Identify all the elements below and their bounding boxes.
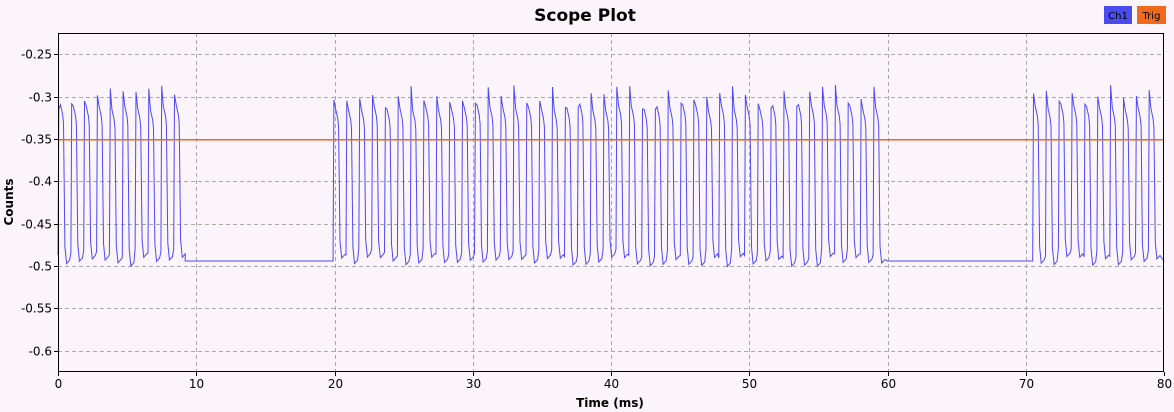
legend-swatch-ch1 [1104,6,1132,24]
y-tick-label: -0.5 [29,260,52,274]
x-axis-label: Time (ms) [576,396,644,410]
x-tick-label: 20 [328,377,343,391]
y-tick-label: -0.55 [21,302,52,316]
y-tick-label: -0.45 [21,218,52,232]
legend-label-ch1: Ch1 [1108,11,1128,22]
x-tick-label: 60 [881,377,896,391]
y-tick-label: -0.35 [21,133,52,147]
plot-border [58,33,1164,372]
series-ch1-line [57,84,1165,268]
x-tick-label: 0 [55,377,63,391]
legend-swatch-trig [1137,6,1166,24]
legend-label-trig: Trig [1142,11,1161,22]
x-tick-label: 80 [1157,377,1172,391]
legend: Ch1 Trig [1104,6,1166,24]
x-tick-label: 10 [189,377,204,391]
series-layer [57,84,1165,268]
x-tick-label: 40 [604,377,619,391]
y-axis-label: Counts [2,178,16,225]
x-tick-label: 50 [742,377,757,391]
chart-title: Scope Plot [534,6,636,26]
y-tick-label: -0.6 [29,345,52,359]
y-tick-label: -0.3 [29,91,52,105]
x-tick-label: 70 [1019,377,1034,391]
y-tick-label: -0.4 [29,175,52,189]
axis-ticks: 0 10 20 30 40 50 60 70 80 -0.25 -0.3 -0.35 -0.4 -0.45… [21,48,1172,392]
y-tick-label: -0.25 [21,48,52,62]
x-tick-label: 30 [466,377,481,391]
